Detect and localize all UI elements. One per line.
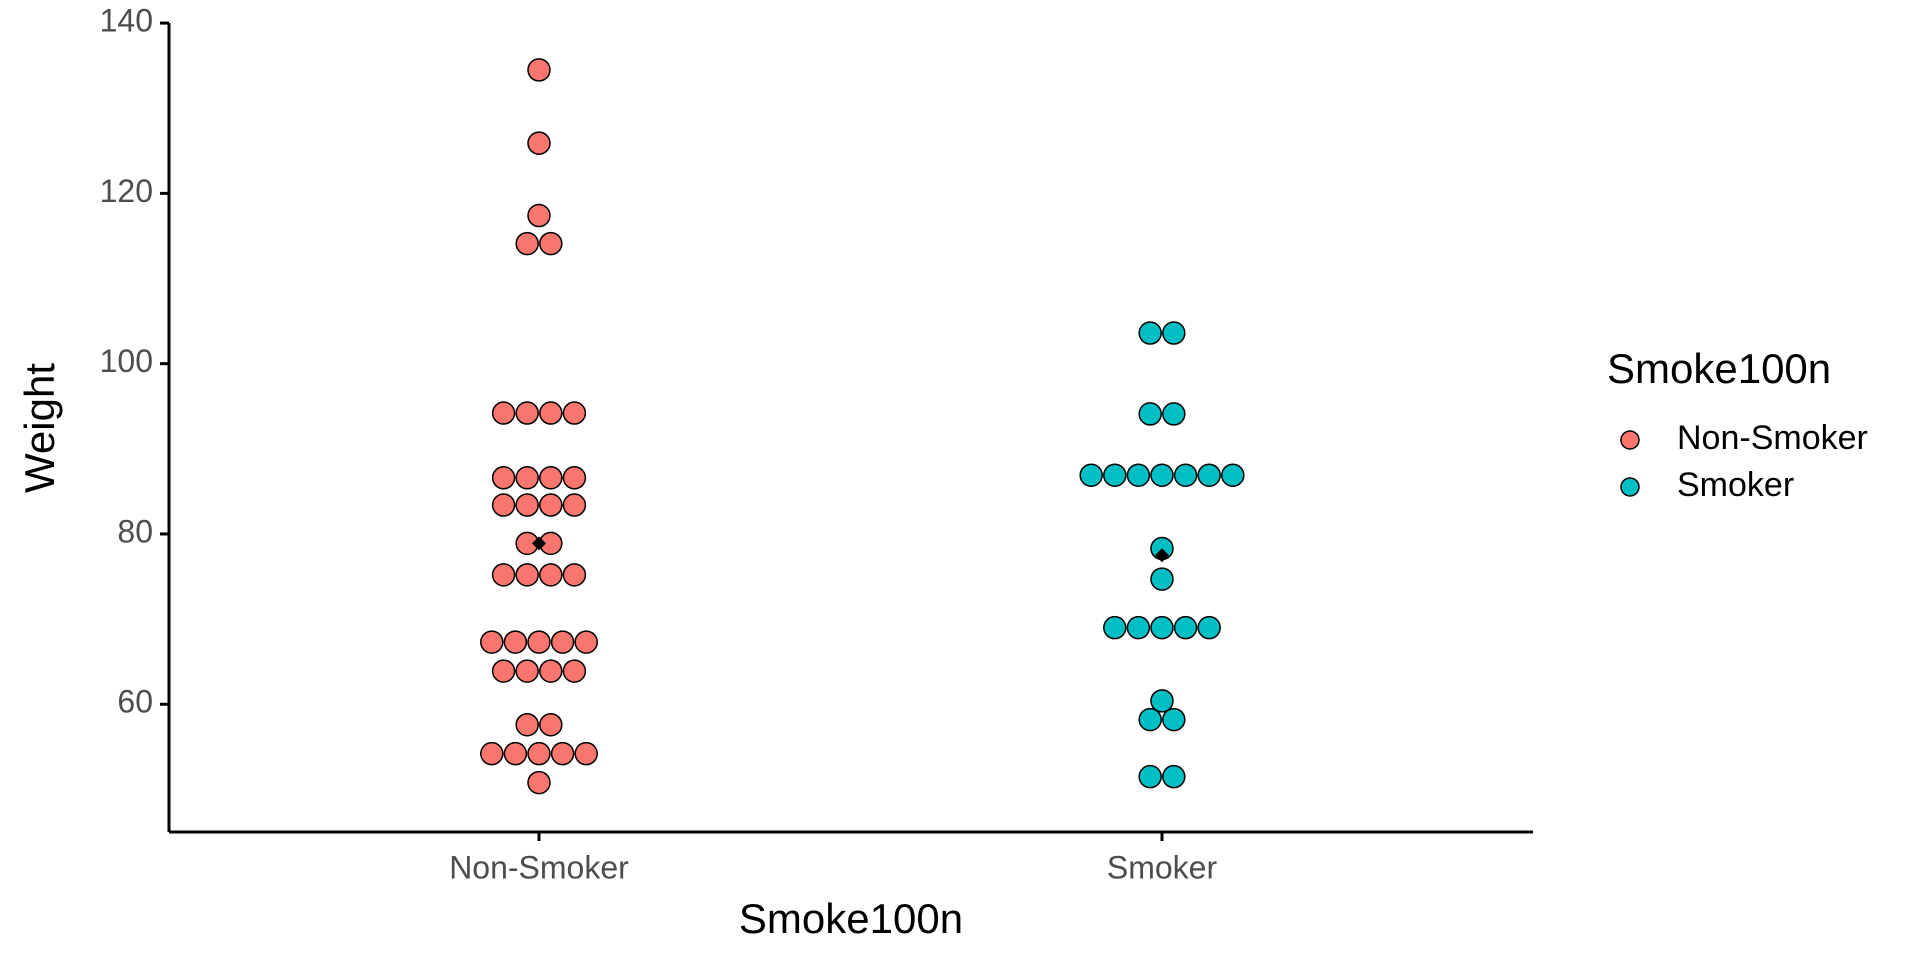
dot	[1150, 567, 1174, 591]
dot	[1162, 402, 1186, 426]
dot	[539, 466, 563, 490]
dot	[503, 630, 528, 654]
dot	[539, 401, 563, 425]
dot	[1173, 615, 1198, 640]
dot	[1079, 463, 1103, 487]
dot	[491, 493, 516, 517]
dot	[491, 466, 516, 490]
dot	[539, 231, 563, 256]
dot	[527, 741, 551, 766]
y-tick-label: 140	[100, 3, 153, 39]
dot	[539, 659, 563, 683]
dot	[1162, 707, 1186, 732]
dot	[1197, 615, 1221, 640]
y-tick-label: 60	[117, 684, 153, 720]
dot	[515, 563, 539, 587]
dot	[1103, 463, 1127, 487]
dot	[1150, 463, 1174, 487]
dot	[1221, 463, 1245, 487]
dot	[562, 401, 587, 425]
dot	[480, 630, 504, 654]
dot	[562, 563, 587, 587]
dot	[527, 58, 551, 82]
dot	[515, 466, 539, 490]
dot	[515, 231, 539, 256]
dot	[491, 563, 516, 587]
y-axis-title: Weight	[16, 363, 63, 493]
dot	[1173, 463, 1198, 487]
legend-title: Smoke100n	[1607, 345, 1831, 392]
dot	[562, 659, 587, 683]
dot	[1138, 402, 1162, 426]
x-axis-title: Smoke100n	[739, 895, 963, 942]
dot	[491, 401, 516, 425]
dot	[1150, 689, 1174, 713]
dot	[527, 630, 551, 654]
legend-label: Smoker	[1677, 466, 1794, 504]
dot	[539, 563, 563, 587]
dot	[1138, 764, 1162, 789]
dot	[1197, 463, 1221, 487]
dot	[574, 630, 598, 654]
dot	[1126, 463, 1151, 487]
dot	[515, 401, 539, 425]
dot	[1126, 615, 1151, 640]
dot	[539, 493, 563, 517]
dot	[1138, 707, 1162, 732]
dot	[527, 131, 551, 155]
legend-swatch	[1620, 477, 1640, 497]
dot	[515, 659, 539, 683]
y-tick-label: 80	[117, 513, 153, 549]
x-tick-label: Non-Smoker	[449, 849, 629, 885]
dot	[1150, 615, 1174, 640]
dot	[503, 741, 528, 766]
dot	[491, 659, 516, 683]
dot	[527, 770, 551, 795]
dot	[550, 741, 575, 766]
dot	[1162, 764, 1186, 789]
dot	[515, 493, 539, 517]
dot	[1103, 615, 1127, 640]
mean-marker	[532, 536, 546, 551]
dot	[562, 493, 587, 517]
dot	[1162, 321, 1186, 345]
legend-label: Non-Smoker	[1677, 419, 1868, 457]
dot	[539, 712, 563, 737]
dot	[527, 203, 551, 228]
dot	[515, 712, 539, 737]
dot	[562, 466, 587, 490]
dot	[1138, 321, 1162, 345]
y-tick-label: 120	[100, 173, 153, 209]
y-tick-label: 100	[100, 343, 153, 379]
dot	[550, 630, 575, 654]
x-tick-label: Smoker	[1107, 849, 1218, 885]
legend-swatch	[1620, 430, 1640, 450]
dot	[574, 741, 598, 766]
mean-marker	[1155, 548, 1169, 563]
dot	[480, 741, 504, 766]
